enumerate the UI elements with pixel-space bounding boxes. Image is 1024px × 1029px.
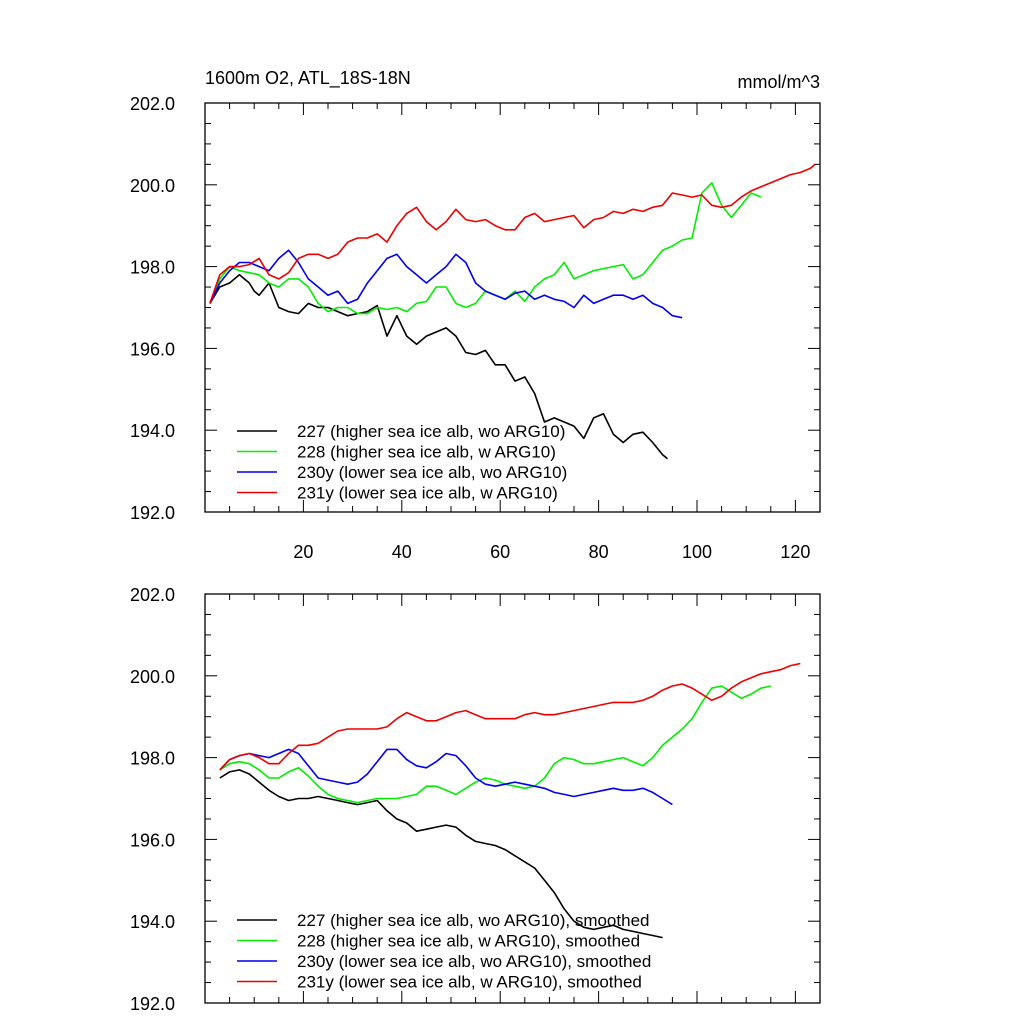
y-tick-label: 200.0	[130, 176, 175, 196]
y-tick-label: 192.0	[130, 994, 175, 1014]
series-line-2	[219, 685, 771, 804]
y-tick-label: 198.0	[130, 749, 175, 769]
legend-label: 227 (higher sea ice alb, wo ARG10)	[297, 422, 565, 441]
series-line-3	[219, 748, 673, 806]
unit-label: mmol/m^3	[738, 72, 820, 92]
x-tick-label: 100	[682, 542, 712, 562]
legend-label: 228 (higher sea ice alb, w ARG10), smoot…	[297, 932, 640, 951]
series-line-1	[219, 769, 663, 939]
y-tick-label: 200.0	[130, 667, 175, 687]
y-tick-label: 194.0	[130, 421, 175, 441]
x-tick-label: 40	[392, 542, 412, 562]
series-line-3	[209, 249, 683, 319]
y-tick-label: 194.0	[130, 912, 175, 932]
series-line-1	[209, 273, 669, 460]
legend-label: 231y (lower sea ice alb, w ARG10)	[297, 484, 558, 503]
y-tick-label: 192.0	[130, 503, 175, 523]
x-tick-label: 120	[780, 542, 810, 562]
y-tick-label: 202.0	[130, 94, 175, 114]
series-line-4	[219, 662, 801, 771]
y-tick-label: 202.0	[130, 585, 175, 605]
chart-panel-1: 192.0 194.0 196.0 198.0 200.0 202.0 20 40 60 80 10…	[130, 68, 821, 562]
x-tick-label: 60	[490, 542, 510, 562]
chart-title: 1600m O2, ATL_18S-18N	[205, 68, 411, 89]
series-line-4	[209, 163, 816, 304]
series-line-2	[209, 182, 762, 315]
y-tick-label: 196.0	[130, 830, 175, 850]
legend-label: 228 (higher sea ice alb, w ARG10)	[297, 443, 556, 462]
legend-label: 231y (lower sea ice alb, w ARG10), smoot…	[297, 973, 642, 992]
x-tick-label: 20	[293, 542, 313, 562]
legend-label: 230y (lower sea ice alb, wo ARG10), smoo…	[297, 952, 651, 971]
x-tick-label: 80	[589, 542, 609, 562]
chart-panel-2: 192.0 194.0 196.0 198.0 200.0 202.0 227 (highe…	[130, 585, 821, 1014]
legend-label: 230y (lower sea ice alb, wo ARG10)	[297, 463, 567, 482]
legend-label: 227 (higher sea ice alb, wo ARG10), smoo…	[297, 911, 649, 930]
y-tick-label: 196.0	[130, 339, 175, 359]
y-tick-label: 198.0	[130, 258, 175, 278]
